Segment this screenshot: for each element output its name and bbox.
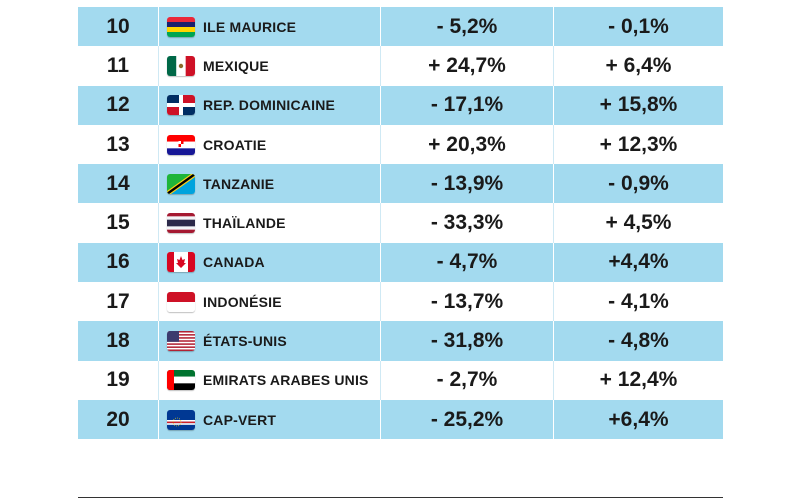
table-row: 14 TANZANIE - 13,9% - 0,9%: [78, 164, 723, 204]
table-row: 15 THAÏLANDE - 33,3% + 4,5%: [78, 203, 723, 243]
value-2-cell: +6,4%: [553, 399, 723, 440]
table-row: 10 ILE MAURICE - 5,2% - 0,1%: [78, 7, 723, 47]
canada-flag-icon: [167, 252, 195, 273]
value-1-cell: - 2,7%: [380, 360, 553, 400]
rank-cell: 12: [106, 93, 130, 117]
thailand-flag-icon: [167, 213, 195, 234]
cape-verde-flag-icon: [167, 409, 195, 430]
country-name: EMIRATS ARABES UNIS: [203, 372, 369, 389]
value-1-cell: - 33,3%: [380, 203, 553, 243]
country-cell: ILE MAURICE: [158, 7, 380, 47]
country-name: CANADA: [203, 254, 265, 271]
country-cell: CANADA: [158, 242, 380, 283]
ranking-table: 10 ILE MAURICE - 5,2% - 0,1% 11 MEXIQUE …: [78, 7, 723, 440]
rank-cell: 17: [106, 289, 130, 313]
country-name: ÉTATS-UNIS: [203, 333, 287, 350]
country-cell: MEXIQUE: [158, 46, 380, 86]
rank-cell: 15: [106, 211, 130, 235]
value-2-cell: - 0,1%: [553, 7, 723, 47]
country-name: INDONÉSIE: [203, 293, 282, 310]
country-cell: INDONÉSIE: [158, 282, 380, 322]
table-row: 12 REP. DOMINICAINE - 17,1% + 15,8%: [78, 85, 723, 125]
value-2-cell: - 0,9%: [553, 164, 723, 204]
country-name: CROATIE: [203, 136, 267, 153]
croatia-flag-icon: [167, 134, 195, 155]
country-cell: REP. DOMINICAINE: [158, 85, 380, 125]
value-1-cell: - 4,7%: [380, 242, 553, 283]
rank-cell: 13: [106, 132, 130, 156]
value-2-cell: - 4,8%: [553, 321, 723, 361]
value-2-cell: +4,4%: [553, 242, 723, 283]
country-cell: TANZANIE: [158, 164, 380, 204]
value-1-cell: - 13,7%: [380, 282, 553, 322]
country-cell: ÉTATS-UNIS: [158, 321, 380, 361]
value-2-cell: + 12,3%: [553, 124, 723, 165]
value-1-cell: - 5,2%: [380, 7, 553, 47]
rank-cell: 14: [106, 171, 130, 195]
footer-divider: [78, 497, 723, 498]
value-1-cell: - 25,2%: [380, 399, 553, 440]
table-row: 19 EMIRATS ARABES UNIS - 2,7% + 12,4%: [78, 360, 723, 400]
dominican-republic-flag-icon: [167, 95, 195, 116]
table-row: 18 ÉTATS-UNIS - 31,8% - 4,8%: [78, 321, 723, 361]
table-row: 11 MEXIQUE + 24,7% + 6,4%: [78, 46, 723, 86]
rank-cell: 18: [106, 329, 130, 353]
country-name: CAP-VERT: [203, 411, 277, 428]
value-1-cell: - 13,9%: [380, 164, 553, 204]
tanzania-flag-icon: [167, 173, 195, 194]
uae-flag-icon: [167, 370, 195, 391]
value-1-cell: - 17,1%: [380, 85, 553, 125]
value-2-cell: + 6,4%: [553, 46, 723, 86]
value-1-cell: - 31,8%: [380, 321, 553, 361]
value-2-cell: - 4,1%: [553, 282, 723, 322]
rank-cell: 11: [106, 53, 130, 77]
country-name: ILE MAURICE: [203, 18, 297, 35]
value-2-cell: + 4,5%: [553, 203, 723, 243]
rank-cell: 10: [106, 14, 130, 38]
table-row: 17 INDONÉSIE - 13,7% - 4,1%: [78, 282, 723, 322]
country-cell: CROATIE: [158, 124, 380, 165]
mexico-flag-icon: [167, 55, 195, 76]
table-row: 16 CANADA - 4,7% +4,4%: [78, 242, 723, 283]
country-cell: CAP-VERT: [158, 399, 380, 440]
value-1-cell: + 20,3%: [380, 124, 553, 165]
table-row: 13 CROATIE + 20,3% + 12,3%: [78, 124, 723, 165]
country-name: REP. DOMINICAINE: [203, 97, 336, 114]
rank-cell: 19: [106, 368, 130, 392]
indonesia-flag-icon: [167, 291, 195, 312]
rank-cell: 16: [106, 250, 130, 274]
usa-flag-icon: [167, 331, 195, 352]
country-name: MEXIQUE: [203, 57, 269, 74]
country-name: THAÏLANDE: [203, 215, 286, 232]
rank-cell: 20: [106, 407, 130, 431]
value-2-cell: + 15,8%: [553, 85, 723, 125]
table-row: 20 CAP-VERT - 25,2% +6,4%: [78, 399, 723, 440]
mauritius-flag-icon: [167, 16, 195, 37]
value-2-cell: + 12,4%: [553, 360, 723, 400]
country-cell: EMIRATS ARABES UNIS: [158, 360, 380, 400]
value-1-cell: + 24,7%: [380, 46, 553, 86]
country-name: TANZANIE: [203, 175, 275, 192]
country-cell: THAÏLANDE: [158, 203, 380, 243]
